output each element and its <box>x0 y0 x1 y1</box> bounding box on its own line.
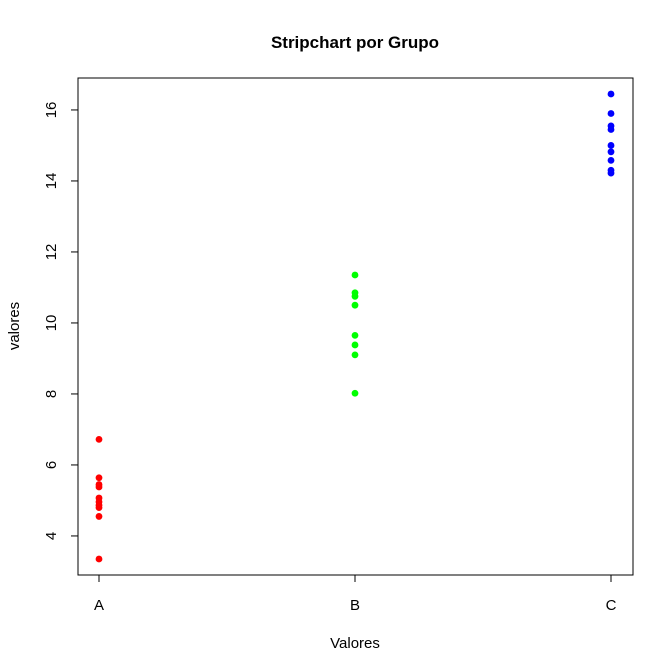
data-point-b <box>351 341 359 349</box>
data-point-b <box>351 331 359 339</box>
y-tick-label: 10 <box>43 315 60 332</box>
data-point-b <box>351 292 359 300</box>
data-point-a <box>95 513 103 520</box>
data-point-b <box>351 389 359 397</box>
data-point-c <box>607 142 615 149</box>
data-point-a <box>95 483 103 491</box>
chart-title: Stripchart por Grupo <box>271 33 439 52</box>
x-tick-label: C <box>606 597 617 614</box>
y-tick-label: 12 <box>43 244 60 261</box>
data-point-a <box>95 504 103 511</box>
data-point-c <box>607 110 615 117</box>
x-axis: A B C <box>94 574 617 614</box>
x-axis-label: Valores <box>330 635 380 652</box>
data-point-c <box>607 156 615 164</box>
y-tick-label: 14 <box>43 173 60 190</box>
data-point-b <box>351 271 359 279</box>
data-point-b <box>351 301 359 309</box>
data-point-a <box>95 555 103 563</box>
x-tick-label: B <box>350 597 360 614</box>
data-point-c <box>607 148 615 156</box>
y-axis: 4 6 8 10 12 14 16 <box>43 102 79 540</box>
data-point-c <box>607 126 615 133</box>
data-point-c <box>607 90 615 98</box>
y-tick-label: 6 <box>43 461 60 469</box>
y-tick-label: 16 <box>43 102 60 119</box>
data-point-b <box>351 351 359 359</box>
y-tick-label: 4 <box>43 532 60 540</box>
y-tick-label: 8 <box>43 390 60 398</box>
data-point-c <box>607 169 615 177</box>
x-tick-label: A <box>94 597 104 614</box>
data-points <box>95 90 615 563</box>
data-point-a <box>95 474 103 482</box>
data-point-a <box>95 435 103 443</box>
y-axis-label: valores <box>6 302 23 350</box>
plot-frame <box>77 77 634 576</box>
